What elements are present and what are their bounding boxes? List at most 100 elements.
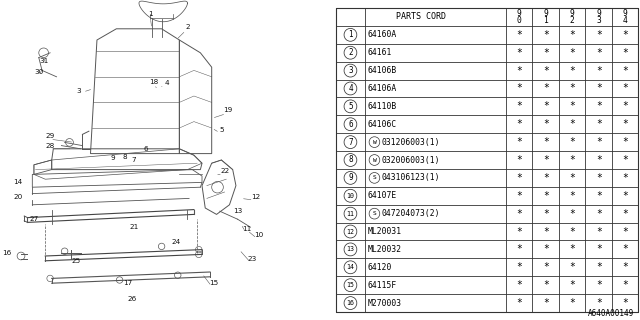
Text: *: * [622,227,628,236]
Text: *: * [596,244,602,254]
Text: *: * [622,244,628,254]
Text: A640A00149: A640A00149 [588,309,634,318]
Text: 20: 20 [13,194,22,200]
Text: 1: 1 [148,12,152,17]
Text: *: * [622,173,628,183]
Text: *: * [569,262,575,272]
Text: *: * [596,155,602,165]
Text: S: S [372,175,376,180]
Text: 28: 28 [45,143,55,148]
Text: *: * [569,48,575,58]
Text: 14: 14 [13,180,22,185]
Text: 9: 9 [596,9,601,18]
Text: 14: 14 [346,264,355,270]
Text: *: * [543,227,548,236]
Text: S: S [372,211,376,216]
Text: W: W [372,157,376,163]
Text: *: * [596,84,602,93]
Text: 15: 15 [346,282,355,288]
Text: 8: 8 [348,156,353,164]
Text: 64107E: 64107E [367,191,397,200]
Text: *: * [516,298,522,308]
Text: 22: 22 [220,168,229,174]
Text: *: * [596,101,602,111]
Text: 7: 7 [348,138,353,147]
Text: *: * [543,66,548,76]
Text: 6: 6 [348,120,353,129]
Text: *: * [596,66,602,76]
Text: 1: 1 [543,16,548,25]
Text: 9: 9 [570,9,575,18]
Text: 64161: 64161 [367,48,392,57]
Text: *: * [516,209,522,219]
Text: 9: 9 [543,9,548,18]
Text: 10: 10 [254,232,263,238]
Text: *: * [596,298,602,308]
Text: 16: 16 [2,250,11,256]
Text: *: * [516,119,522,129]
Text: 11: 11 [243,226,252,232]
Text: *: * [569,137,575,147]
Text: *: * [596,227,602,236]
Text: *: * [569,191,575,201]
Text: *: * [622,101,628,111]
Text: *: * [569,155,575,165]
Text: 27: 27 [29,216,38,222]
Text: 8: 8 [122,154,127,160]
Text: 15: 15 [209,280,218,286]
Text: 24: 24 [172,239,180,244]
Text: 9: 9 [348,173,353,182]
Text: *: * [596,48,602,58]
Text: ML20031: ML20031 [367,227,402,236]
Text: *: * [516,137,522,147]
Text: 64106C: 64106C [367,120,397,129]
Text: 13: 13 [346,246,355,252]
Text: 16: 16 [346,300,355,306]
Text: *: * [622,262,628,272]
Text: 18: 18 [149,79,158,84]
Text: 13: 13 [233,208,242,214]
Text: 4: 4 [164,80,169,86]
Text: *: * [543,48,548,58]
Text: *: * [596,137,602,147]
Text: *: * [569,173,575,183]
Text: W: W [372,140,376,145]
Text: M270003: M270003 [367,299,402,308]
Text: *: * [516,30,522,40]
Text: *: * [569,84,575,93]
Text: 1: 1 [348,30,353,39]
Text: *: * [543,262,548,272]
Text: 64106B: 64106B [367,66,397,75]
Text: *: * [516,48,522,58]
Text: *: * [516,173,522,183]
Text: *: * [569,227,575,236]
Text: 9: 9 [111,156,115,161]
Text: *: * [622,298,628,308]
Text: *: * [569,280,575,290]
Text: *: * [543,244,548,254]
Text: ML20032: ML20032 [367,245,402,254]
Text: *: * [516,66,522,76]
Text: 23: 23 [248,256,257,262]
Text: 031206003(1): 031206003(1) [381,138,440,147]
Text: *: * [569,119,575,129]
Text: 64110B: 64110B [367,102,397,111]
Text: 64160A: 64160A [367,30,397,39]
Text: 19: 19 [223,108,232,113]
Text: 31: 31 [39,58,48,64]
Text: 032006003(1): 032006003(1) [381,156,440,164]
Text: 12: 12 [346,228,355,235]
Text: PARTS CORD: PARTS CORD [396,12,446,21]
Text: *: * [622,84,628,93]
Text: *: * [543,30,548,40]
Text: 3: 3 [348,66,353,75]
Text: 2: 2 [348,48,353,57]
Text: 64120: 64120 [367,263,392,272]
Text: 29: 29 [45,133,55,139]
Text: 30: 30 [34,69,44,75]
Text: *: * [569,298,575,308]
Text: *: * [569,30,575,40]
Text: *: * [543,298,548,308]
Text: *: * [596,262,602,272]
Text: *: * [596,119,602,129]
